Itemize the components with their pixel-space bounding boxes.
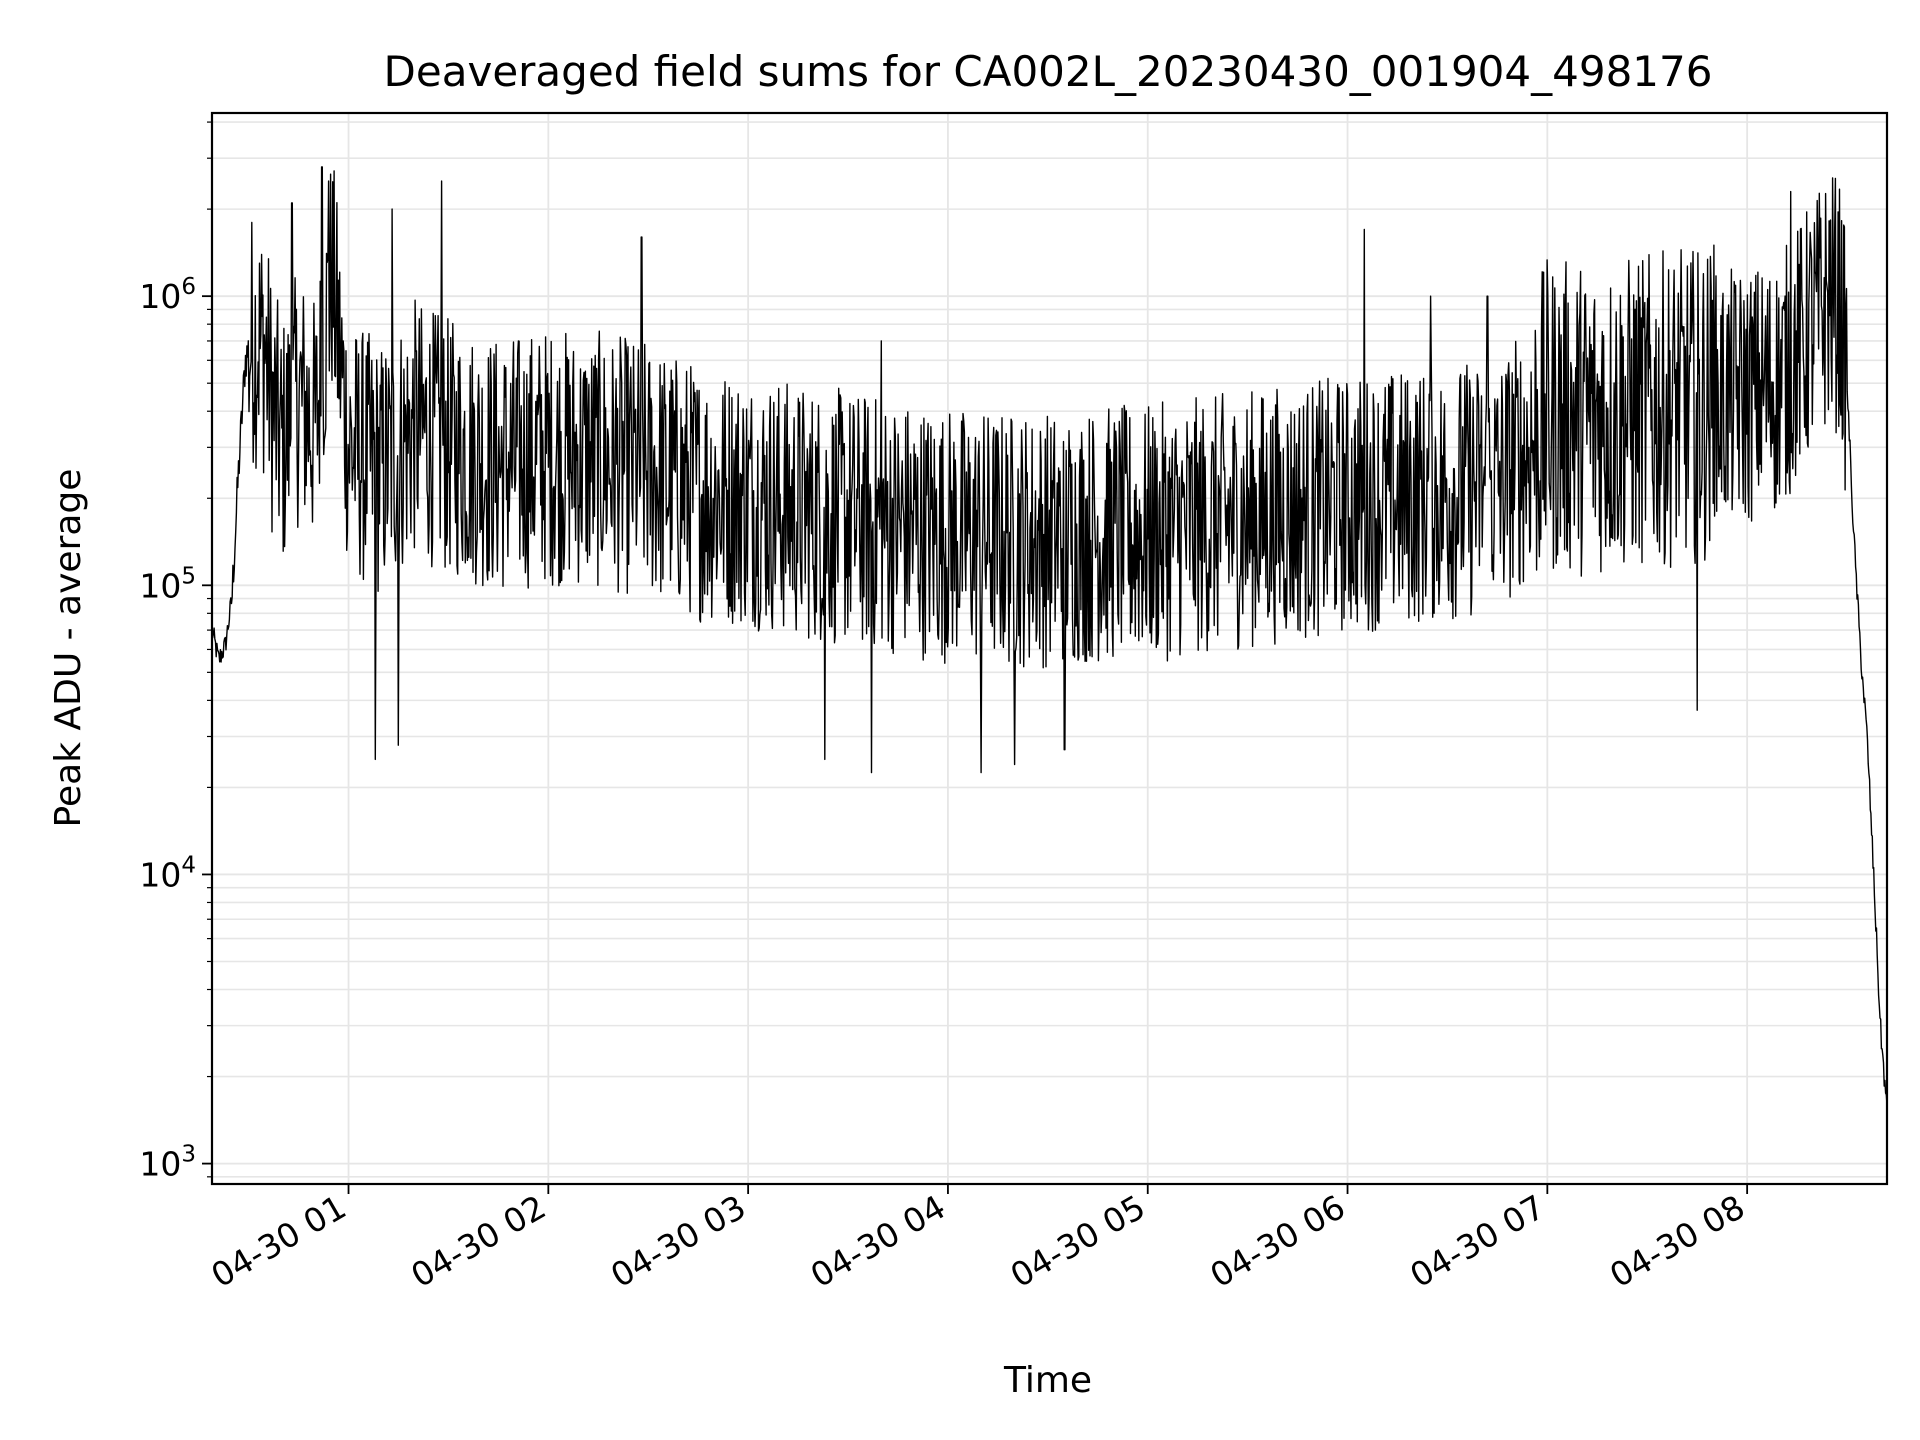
x-axis-label: Time (1003, 1360, 1092, 1401)
series-layer (211, 166, 1888, 1106)
chart-title: Deaveraged field sums for CA002L_2023043… (384, 47, 1713, 96)
y-axis-label: Peak ADU - average (48, 469, 89, 828)
y-tick-label: 105 (139, 563, 196, 605)
series-line (211, 166, 1888, 1106)
y-tick-label: 106 (139, 274, 196, 316)
plot-frame (210, 111, 1889, 1186)
grid-x (347, 113, 1749, 1184)
y-tick-label: 103 (139, 1142, 196, 1184)
y-axis: 103 104 105 106 (139, 121, 212, 1184)
y-tick-label: 104 (139, 852, 196, 894)
